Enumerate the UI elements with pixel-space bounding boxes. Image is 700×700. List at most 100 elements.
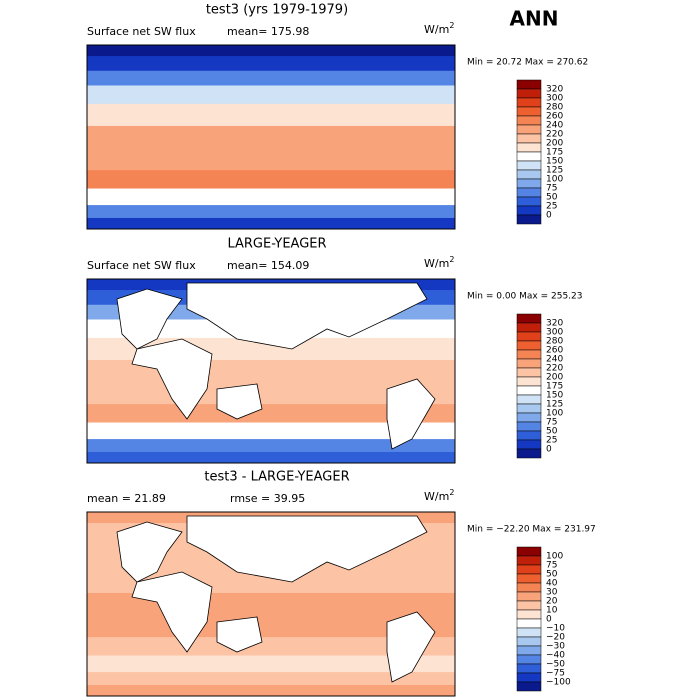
panel-title: test3 (yrs 1979-1979) — [206, 3, 348, 18]
colorbar-box — [516, 214, 542, 225]
colorbar-box — [516, 564, 542, 575]
unit: W/m — [424, 23, 449, 36]
colorbar-box — [516, 546, 542, 557]
colorbar-label: 30 — [546, 588, 558, 598]
min-max: Min = 20.72 Max = 270.62 — [467, 58, 588, 68]
unit-exponent: 2 — [449, 488, 454, 497]
colorbar-label: 50 — [546, 427, 558, 437]
colorbar-label: 240 — [546, 121, 563, 131]
panel-subtitle: Surface net SW flux — [87, 259, 196, 272]
map-band — [87, 655, 455, 673]
colorbar-box — [516, 636, 542, 647]
colorbar-label: 50 — [546, 570, 558, 580]
map-band — [87, 422, 455, 440]
colorbar-label: −75 — [546, 669, 565, 679]
colorbar-label: 0 — [546, 615, 552, 625]
colorbar-label: 220 — [546, 130, 563, 140]
colorbar-label: 25 — [546, 202, 557, 212]
colorbar-label: 125 — [546, 400, 563, 410]
colorbar-box — [516, 160, 542, 171]
colorbar-label: 200 — [546, 139, 563, 149]
colorbar-box — [516, 79, 542, 90]
landmass — [186, 515, 428, 583]
map-band — [87, 148, 455, 171]
panel-stat: mean = 21.89 — [87, 492, 166, 505]
colorbar-box — [516, 654, 542, 665]
colorbar-box — [516, 645, 542, 656]
map — [86, 278, 456, 464]
colorbar-box — [516, 600, 542, 611]
colorbar-label: 0 — [546, 211, 552, 221]
colorbar-label: −30 — [546, 642, 565, 652]
colorbar-box — [516, 582, 542, 593]
map-band — [87, 56, 455, 72]
unit: W/m — [424, 257, 449, 270]
colorbar-label: 100 — [546, 409, 563, 419]
panel-stat: rmse = 39.95 — [230, 492, 305, 505]
landmass — [131, 338, 213, 420]
landmass — [216, 616, 263, 653]
colorbar-label: 260 — [546, 112, 563, 122]
colorbar-label: 260 — [546, 346, 563, 356]
colorbar-box — [516, 385, 542, 396]
map-band — [87, 70, 455, 86]
colorbar-label: 10 — [546, 606, 558, 616]
colorbar-label: 125 — [546, 166, 563, 176]
colorbar-box — [516, 313, 542, 324]
landmass — [386, 611, 436, 683]
colorbar-box — [516, 439, 542, 450]
colorbar-label: 100 — [546, 552, 563, 562]
colorbar-label: −50 — [546, 660, 565, 670]
colorbar-label: 150 — [546, 391, 563, 401]
panel-stat: mean= 154.09 — [227, 259, 309, 272]
map-band — [87, 103, 455, 127]
colorbar-box — [516, 681, 542, 692]
map-band — [87, 205, 455, 219]
colorbar-label: 175 — [546, 148, 563, 158]
colorbar-box — [516, 663, 542, 674]
colorbar-label: 75 — [546, 418, 557, 428]
colorbar-label: 75 — [546, 561, 557, 571]
colorbar-box — [516, 322, 542, 333]
colorbar-label: 40 — [546, 579, 558, 589]
colorbar-box — [516, 349, 542, 360]
colorbar-label: −40 — [546, 651, 565, 661]
panel-title: test3 - LARGE-YEAGER — [204, 470, 349, 485]
colorbar-label: 280 — [546, 337, 563, 347]
panel-title: LARGE-YEAGER — [227, 237, 326, 252]
unit-label: W/m2 — [424, 21, 454, 37]
min-max: Min = −22.20 Max = 231.97 — [467, 525, 596, 535]
colorbar-box — [516, 367, 542, 378]
map-band — [87, 170, 455, 190]
colorbar-box — [516, 573, 542, 584]
unit: W/m — [424, 490, 449, 503]
colorbar-box — [516, 142, 542, 153]
colorbar-label: −100 — [546, 678, 571, 688]
map-frame — [86, 44, 456, 230]
colorbar-label: 100 — [546, 175, 563, 185]
landmass — [116, 288, 183, 350]
colorbar-box — [516, 169, 542, 180]
unit-exponent: 2 — [449, 21, 454, 30]
map-band — [87, 125, 455, 149]
colorbar-box — [516, 331, 542, 342]
colorbar-label: 75 — [546, 184, 557, 194]
colorbar-box — [516, 555, 542, 566]
colorbar-label: 300 — [546, 328, 563, 338]
colorbar-box — [516, 591, 542, 602]
colorbar-box — [516, 133, 542, 144]
landmass — [216, 383, 263, 420]
landmass — [386, 378, 436, 450]
colorbar-box — [516, 88, 542, 99]
colorbar-box — [516, 627, 542, 638]
colorbar-label: −10 — [546, 624, 565, 634]
colorbar-label: 150 — [546, 157, 563, 167]
colorbar-box — [516, 618, 542, 629]
colorbar-box — [516, 412, 542, 423]
colorbar-label: 25 — [546, 436, 557, 446]
landmass — [186, 282, 428, 350]
colorbar-label: 50 — [546, 193, 558, 203]
colorbar-box — [516, 672, 542, 683]
landmass — [116, 521, 183, 583]
